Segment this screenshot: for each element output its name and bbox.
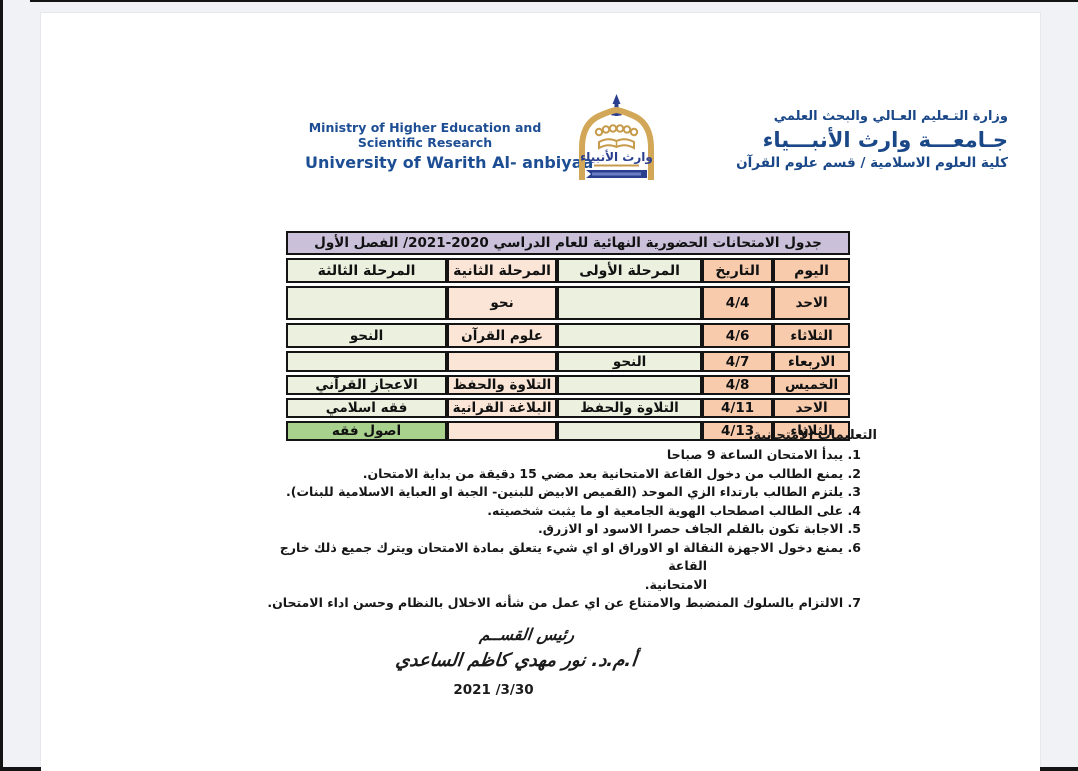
university-name-ar: جـامعـــة وارث الأنبـــياء <box>762 128 1008 152</box>
stage2-cell <box>447 351 558 372</box>
col-header-stage3: المرحلة الثالثة <box>286 258 448 283</box>
letterhead-english: Ministry of Higher Education and Scienti… <box>305 120 594 172</box>
stage1-cell <box>557 375 703 395</box>
logo-calligraphy-text: وارث الأنبياء <box>580 149 653 165</box>
instruction-item: 2. يمنع الطالب من دخول القاعة الامتحانية… <box>362 465 861 481</box>
ministry-name-en-line1: Ministry of Higher Education and <box>308 120 542 135</box>
stage3-cell: فقه اسلامي <box>286 398 448 418</box>
date-cell: 4/8 <box>702 375 774 395</box>
page-edge-top <box>30 0 1078 2</box>
table-title: جدول الامتحانات الحضورية النهائية للعام … <box>286 231 851 255</box>
signature-role: رئيس القســم <box>478 625 576 644</box>
stage3-cell: الاعجاز القرآني <box>286 375 448 395</box>
signature-date: 2021 /3/30 <box>453 682 534 698</box>
stage3-cell <box>286 286 448 320</box>
stage2-cell <box>447 421 558 441</box>
exam-instructions: التعليمات الامتحانية: 1. يبدأ الامتحان ا… <box>257 426 877 613</box>
col-header-stage2: المرحلة الثانية <box>447 258 558 283</box>
instruction-item: 7. الالتزام بالسلوك المنضبط والامتناع عن… <box>267 595 861 610</box>
table-row: الثلاثاء 4/13 اصول فقه <box>286 421 851 441</box>
stage1-cell <box>557 323 703 348</box>
table-header-row: اليوم التاريخ المرحلة الأولى المرحلة الث… <box>286 258 851 283</box>
stage2-cell: نحو <box>447 286 558 320</box>
instruction-item: 3. يلتزم الطالب بارتداء الزي الموحد (الق… <box>286 484 861 499</box>
university-logo-icon: وارث الأنبياء <box>572 92 661 192</box>
date-cell: 4/11 <box>702 398 774 418</box>
stage3-cell: اصول فقه <box>286 421 448 441</box>
ministry-name-ar: وزارة التـعليم العـالي والبحث العلمي <box>773 109 1008 124</box>
table-title-row: جدول الامتحانات الحضورية النهائية للعام … <box>286 231 851 255</box>
letterhead-arabic: وزارة التـعليم العـالي والبحث العلمي جـا… <box>668 108 1008 172</box>
instructions-heading: التعليمات الامتحانية: <box>748 428 877 443</box>
day-cell: الاحد <box>773 286 851 320</box>
instruction-item: 4. على الطالب اصطحاب الهوية الجامعية او … <box>487 502 861 518</box>
stage3-cell <box>286 351 448 372</box>
day-cell: الثلاثاء <box>773 323 851 348</box>
day-cell: الاحد <box>773 398 851 418</box>
date-cell: 4/13 <box>702 421 774 441</box>
table-row: الاحد 4/11 التلاوة والحفظ البلاغة القران… <box>286 398 851 418</box>
table-row: الاربعاء 4/7 النحو <box>286 351 851 372</box>
table-row: الخميس 4/8 التلاوة والحفظ الاعجاز القرآن… <box>286 375 851 395</box>
day-cell: الاربعاء <box>773 351 851 372</box>
stage1-cell <box>557 421 703 441</box>
document-page: Ministry of Higher Education and Scienti… <box>41 13 1040 771</box>
stage3-cell: النحو <box>286 323 448 348</box>
stage2-cell: البلاغة القرانية <box>447 398 558 418</box>
table-row: الاحد 4/4 نحو <box>286 286 851 320</box>
stage2-cell: علوم القرآن <box>447 323 558 348</box>
college-department-ar: كلية العلوم الاسلامية / قسم علوم القرآن <box>736 155 1008 171</box>
date-cell: 4/4 <box>702 286 774 320</box>
university-name-en: University of Warith Al- anbiyaa <box>305 153 594 172</box>
ministry-name-en-line2: Scientific Research <box>357 135 493 150</box>
col-header-stage1: المرحلة الأولى <box>557 258 703 283</box>
signature-name: أ.م.د. نور مهدي كاظم الساعدي <box>394 650 638 671</box>
instruction-item: 1. يبدأ الامتحان الساعة 9 صباحا <box>666 447 861 462</box>
stage1-cell <box>557 286 703 320</box>
instruction-item: 5. الاجابة تكون بالقلم الجاف حصرا الاسود… <box>538 521 861 536</box>
col-header-day: اليوم <box>773 258 851 283</box>
stage2-cell: التلاوة والحفظ <box>447 375 558 395</box>
stage1-cell: التلاوة والحفظ <box>557 398 703 418</box>
day-cell: الخميس <box>773 375 851 395</box>
exam-schedule-table: جدول الامتحانات الحضورية النهائية للعام … <box>286 228 851 444</box>
col-header-date: التاريخ <box>702 258 774 283</box>
date-cell: 4/6 <box>702 323 774 348</box>
instruction-item: 6. يمنع دخول الاجهزة النقالة او الاوراق … <box>279 539 861 592</box>
stage1-cell: النحو <box>557 351 703 372</box>
day-cell: الثلاثاء <box>773 421 851 441</box>
page-edge-left <box>0 0 3 771</box>
table-row: الثلاثاء 4/6 علوم القرآن النحو <box>286 323 851 348</box>
date-cell: 4/7 <box>702 351 774 372</box>
